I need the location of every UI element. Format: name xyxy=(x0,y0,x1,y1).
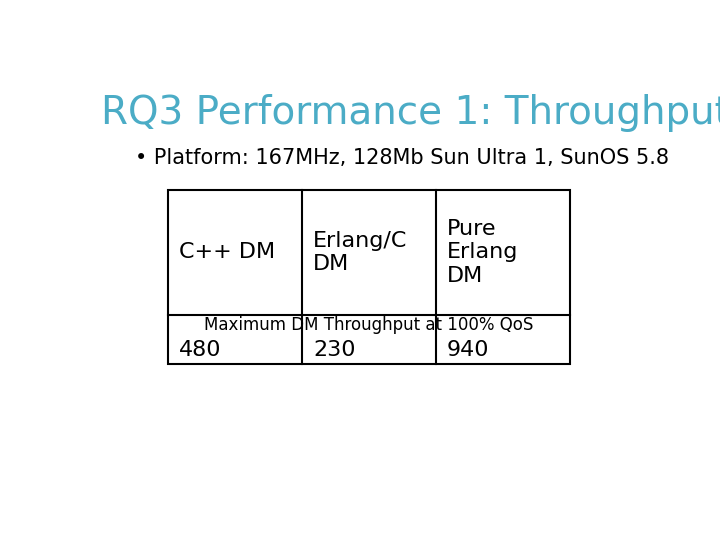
Text: • Platform: 167MHz, 128Mb Sun Ultra 1, SunOS 5.8: • Platform: 167MHz, 128Mb Sun Ultra 1, S… xyxy=(135,148,669,168)
Text: Maximum DM Throughput at 100% QoS: Maximum DM Throughput at 100% QoS xyxy=(204,316,534,334)
Text: RQ3 Performance 1: Throughput: RQ3 Performance 1: Throughput xyxy=(101,94,720,132)
Text: C++ DM: C++ DM xyxy=(179,242,276,262)
Text: 230: 230 xyxy=(313,340,356,360)
Text: Erlang/C
DM: Erlang/C DM xyxy=(313,231,408,274)
Text: 480: 480 xyxy=(179,340,222,360)
Text: 940: 940 xyxy=(447,340,490,360)
Text: Pure
Erlang
DM: Pure Erlang DM xyxy=(447,219,518,286)
